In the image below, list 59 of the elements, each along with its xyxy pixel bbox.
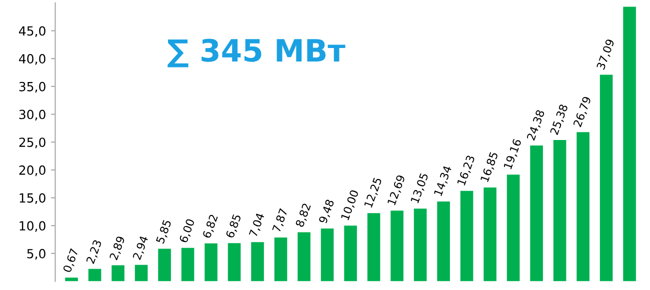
bar [553, 140, 566, 282]
bar [576, 132, 590, 282]
data-label: 2,94 [132, 235, 150, 260]
bar [112, 265, 124, 282]
y-tick-label: 45,0 [19, 26, 46, 37]
bar [530, 146, 543, 282]
bar [274, 237, 288, 282]
data-label: 7,87 [272, 208, 289, 233]
bar [251, 242, 264, 282]
bar [320, 228, 334, 282]
data-label: 25,38 [550, 104, 570, 136]
bar [65, 278, 78, 282]
bar [460, 190, 474, 282]
data-label: 13,05 [410, 172, 430, 204]
y-tick-label: 35,0 [19, 82, 46, 93]
bar [204, 243, 218, 282]
data-label: 12,25 [364, 177, 383, 208]
data-label: 12,69 [387, 174, 406, 206]
data-label: 8,82 [295, 203, 312, 228]
bar [344, 226, 357, 282]
y-tick-label: 30,0 [19, 110, 46, 120]
bar [181, 248, 194, 282]
data-label: 37,09 [596, 38, 616, 70]
data-label: 2,89 [109, 236, 126, 261]
bar [228, 243, 241, 282]
bar [484, 187, 496, 282]
y-tick-label: 20,0 [19, 165, 46, 176]
bar [600, 74, 613, 282]
bar [367, 213, 380, 282]
bar [506, 174, 520, 282]
y-tick-label: 15,0 [20, 193, 46, 204]
annotation: ∑ 345 МВт [168, 38, 346, 68]
bar [437, 201, 450, 282]
data-label: 7,04 [248, 212, 266, 238]
bar [134, 264, 148, 282]
y-tick-label: 40,0 [19, 54, 46, 65]
bar [158, 248, 171, 282]
data-label: 10,00 [340, 189, 360, 221]
data-label: 14,34 [434, 165, 453, 197]
data-label: 2,23 [86, 240, 103, 264]
data-label: 19,16 [503, 138, 523, 170]
data-label: 16,85 [480, 152, 500, 183]
data-label: 0,67 [62, 248, 80, 274]
data-label: 24,38 [526, 109, 546, 142]
bar [623, 6, 636, 282]
data-label: 5,85 [156, 219, 173, 244]
data-label: 9,48 [318, 199, 336, 224]
data-label: 6,00 [178, 218, 196, 244]
data-label: 6,85 [225, 214, 242, 239]
data-label: 6,82 [202, 214, 219, 239]
bar [390, 210, 404, 282]
bar [414, 208, 427, 282]
data-label: 16,23 [456, 154, 476, 186]
y-tick-label: 5,0 [27, 248, 46, 260]
data-label: 26,79 [573, 96, 592, 128]
y-tick-label: 10,0 [20, 221, 46, 232]
y-tick-label: 25,0 [19, 138, 46, 148]
bar [298, 232, 310, 282]
bar [88, 268, 102, 282]
